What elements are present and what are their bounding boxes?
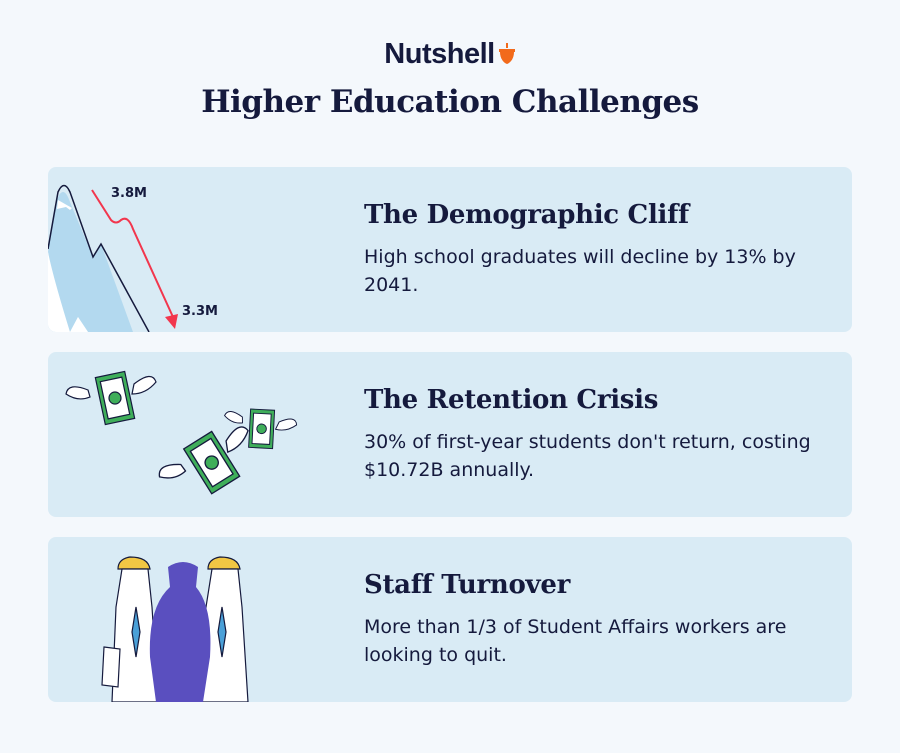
card-text: More than 1/3 of Student Affairs workers… bbox=[364, 616, 787, 666]
page-title: Higher Education Challenges bbox=[201, 84, 699, 120]
staff-figures-icon bbox=[101, 556, 249, 702]
mountain-cliff-arrow-icon: 3.8M 3.3M bbox=[48, 184, 218, 332]
brand-logo: Nutshell bbox=[0, 38, 900, 71]
end-value-label: 3.3M bbox=[182, 304, 218, 319]
card-text: High school graduates will decline by 13… bbox=[364, 246, 796, 296]
brand-name: Nutshell bbox=[384, 38, 495, 70]
card-staff-turnover: Staff Turnover More than 1/3 of Student … bbox=[48, 537, 852, 702]
card-retention-crisis: The Retention Crisis 30% of first-year s… bbox=[48, 352, 852, 517]
card-demographic-cliff: 3.8M 3.3M The Demographic Cliff High sch… bbox=[48, 167, 852, 332]
acorn-icon bbox=[498, 43, 515, 64]
start-value-label: 3.8M bbox=[111, 186, 147, 201]
card-text: 30% of first-year students don't return,… bbox=[364, 431, 811, 481]
card-heading: Staff Turnover bbox=[364, 570, 571, 600]
card-heading: The Demographic Cliff bbox=[364, 200, 689, 230]
card-heading: The Retention Crisis bbox=[364, 385, 659, 415]
flying-money-icon bbox=[65, 370, 300, 510]
